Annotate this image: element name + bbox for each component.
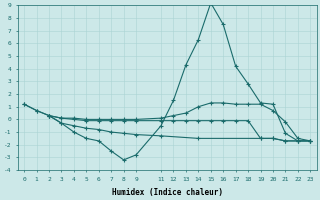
X-axis label: Humidex (Indice chaleur): Humidex (Indice chaleur) xyxy=(112,188,223,197)
